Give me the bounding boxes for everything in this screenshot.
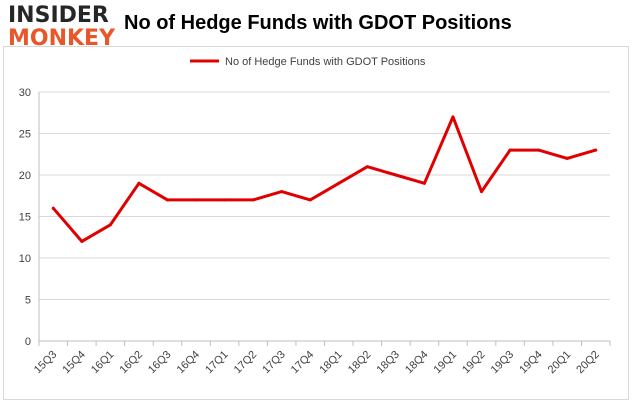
data-point — [451, 115, 455, 119]
y-tick-label: 5 — [25, 295, 31, 307]
x-tick-label: 19Q1 — [432, 349, 460, 377]
data-point — [365, 165, 369, 169]
data-point — [108, 223, 112, 227]
y-axis: 0 5 10 15 20 25 30 — [19, 87, 40, 348]
x-tick-label: 20Q2 — [574, 349, 602, 377]
data-point — [537, 148, 541, 152]
data-point — [194, 198, 198, 202]
data-point — [594, 148, 598, 152]
x-axis: 15Q3 15Q4 16Q1 16Q2 16Q3 16Q4 17Q1 17Q2 17Q3 17Q4… — [32, 340, 611, 377]
data-point — [223, 198, 227, 202]
data-point — [51, 206, 55, 210]
chart-title: No of Hedge Funds with GDOT Positions — [124, 12, 512, 34]
x-tick-label: 18Q3 — [374, 349, 402, 377]
data-point — [165, 198, 169, 202]
x-tick-label: 17Q2 — [232, 349, 260, 377]
y-tick-label: 15 — [19, 212, 31, 224]
data-point — [308, 198, 312, 202]
y-tick-label: 25 — [19, 129, 31, 141]
x-tick-label: 16Q2 — [118, 349, 146, 377]
x-tick-label: 18Q4 — [403, 349, 431, 377]
data-point — [337, 181, 341, 185]
x-tick-label: 15Q3 — [32, 349, 60, 377]
x-tick-label: 16Q3 — [146, 349, 174, 377]
data-point — [280, 190, 284, 194]
x-tick-label: 16Q4 — [175, 349, 203, 377]
data-point — [394, 173, 398, 177]
series-line — [51, 115, 598, 243]
y-tick-label: 30 — [19, 87, 31, 99]
data-point — [137, 181, 141, 185]
data-point — [80, 239, 84, 243]
insider-monkey-logo: INSIDER MONKEY — [8, 4, 116, 52]
x-tick-label: 17Q3 — [260, 349, 288, 377]
gridlines — [39, 91, 610, 342]
y-tick-label: 10 — [19, 253, 31, 265]
x-tick-label: 18Q1 — [317, 349, 345, 377]
x-tick-label: 16Q1 — [89, 349, 117, 377]
data-point — [480, 190, 484, 194]
x-tick-label: 19Q2 — [460, 349, 488, 377]
y-tick-label: 20 — [19, 170, 31, 182]
data-point — [508, 148, 512, 152]
data-point — [422, 181, 426, 185]
x-tick-label: 18Q2 — [346, 349, 374, 377]
y-tick-label: 0 — [25, 336, 31, 348]
data-point — [565, 156, 569, 160]
legend-label: No of Hedge Funds with GDOT Positions — [225, 56, 426, 68]
data-point — [251, 198, 255, 202]
x-tick-label: 19Q3 — [489, 349, 517, 377]
legend: No of Hedge Funds with GDOT Positions — [190, 56, 426, 68]
series-layer — [51, 115, 598, 243]
x-tick-label: 15Q4 — [60, 349, 88, 377]
x-tick-label: 20Q1 — [546, 349, 574, 377]
x-tick-label: 17Q4 — [289, 349, 317, 377]
x-tick-label: 19Q4 — [517, 349, 545, 377]
logo-text-insider: INSIDER — [8, 3, 109, 28]
x-tick-label: 17Q1 — [203, 349, 231, 377]
